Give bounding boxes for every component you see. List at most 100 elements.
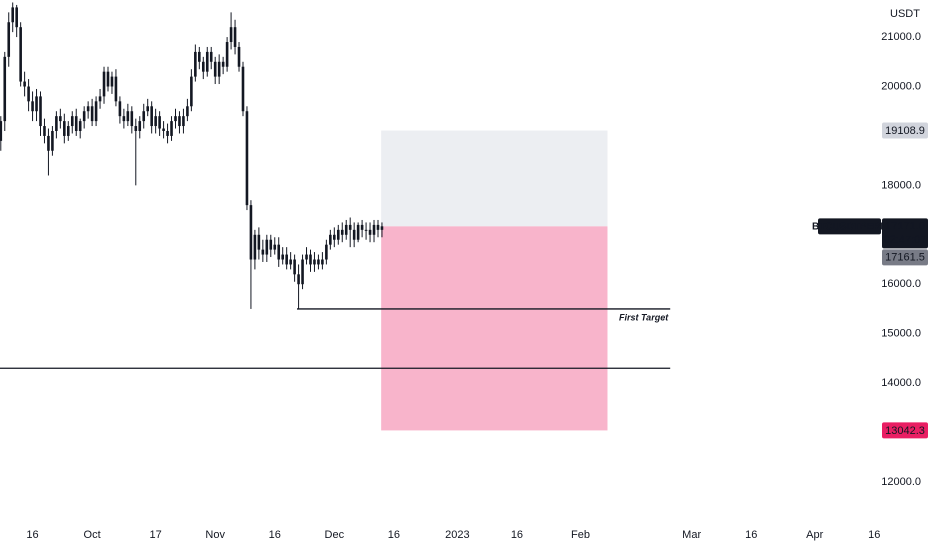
x-tick-label: 16: [868, 529, 880, 541]
candle-body: [257, 234, 261, 250]
candle-body: [114, 76, 118, 102]
candle-body: [90, 106, 94, 122]
candle-body: [265, 239, 269, 255]
candle-body: [273, 244, 277, 250]
candle-body: [380, 226, 384, 230]
candle-body: [194, 51, 197, 77]
candle-body: [174, 116, 177, 122]
candle-body: [209, 51, 213, 62]
unit-label: USDT: [890, 8, 920, 20]
candle-body: [122, 116, 126, 122]
candle-body: [245, 111, 249, 206]
candle-body: [201, 61, 205, 72]
candle-body: [186, 106, 189, 117]
candle-body: [340, 229, 344, 235]
x-tick-label: Apr: [806, 529, 823, 541]
candle-body: [63, 121, 66, 136]
x-tick-label: Feb: [571, 529, 590, 541]
y-tick-label: 21000.0: [881, 31, 921, 43]
candle-body: [94, 101, 98, 122]
candle-body: [146, 106, 150, 112]
candle-body: [217, 61, 221, 77]
price-badge-label: 13042.3: [885, 425, 925, 437]
candle-body: [138, 121, 142, 131]
candle-body: [229, 27, 233, 43]
y-tick-label: 14000.0: [881, 377, 921, 389]
candle-body: [372, 224, 376, 235]
candle-body: [178, 116, 181, 127]
candle-body: [74, 116, 78, 131]
candle-body: [213, 61, 217, 77]
candle-body: [39, 96, 42, 127]
candle-body: [348, 224, 352, 230]
price-badge-label: 17161.5: [885, 252, 925, 264]
candle-body: [158, 116, 161, 129]
x-tick-label: Oct: [84, 529, 101, 541]
y-tick-label: 15000.0: [881, 328, 921, 340]
candle-body: [352, 229, 356, 240]
candle-body: [233, 27, 237, 47]
x-tick-label: 2023: [445, 529, 469, 541]
candle-body: [329, 234, 332, 245]
candle-body: [59, 116, 62, 122]
price-badge-label: 19108.9: [885, 125, 925, 137]
x-tick-label: 16: [388, 529, 400, 541]
candle-body: [0, 121, 3, 141]
candle-body: [221, 61, 225, 67]
candle-body: [297, 274, 300, 285]
candle-body: [321, 259, 324, 265]
candle-body: [130, 111, 134, 127]
candle-body: [118, 101, 122, 117]
candle-body: [364, 229, 368, 231]
candle-body: [205, 51, 209, 72]
candle-body: [110, 76, 114, 87]
candle-body: [98, 96, 102, 102]
symbol-badge: [818, 218, 881, 235]
candle-body: [43, 126, 46, 136]
candle-body: [162, 128, 165, 131]
candle-body: [7, 22, 11, 57]
y-tick-label: 12000.0: [881, 476, 921, 488]
candle-body: [134, 126, 138, 131]
candle-body: [336, 229, 340, 240]
candle-body: [261, 249, 265, 255]
price-badge: [882, 249, 928, 266]
candle-body: [198, 51, 201, 62]
candle-body: [154, 116, 157, 127]
price-badge: [882, 422, 928, 439]
y-tick-label: 18000.0: [881, 179, 921, 191]
candle-body: [225, 42, 229, 67]
candle-body: [277, 244, 281, 260]
candle-body: [344, 224, 348, 235]
candle-body: [289, 259, 292, 265]
candle-body: [356, 224, 360, 240]
candle-body: [313, 259, 316, 265]
x-tick-label: Nov: [205, 529, 225, 541]
candle-body: [309, 254, 312, 265]
candle-body: [253, 234, 257, 260]
profit-zone: [381, 130, 608, 227]
candle-body: [237, 46, 241, 67]
candle-body: [190, 76, 193, 107]
line-label: First Target: [619, 312, 669, 322]
candle-body: [325, 244, 328, 260]
candle-body: [182, 116, 185, 127]
candle-body: [317, 259, 320, 265]
y-tick-label: 20000.0: [881, 80, 921, 92]
candle-body: [66, 126, 70, 136]
x-tick-label: 16: [269, 529, 281, 541]
candle-body: [19, 27, 22, 82]
candle-body: [3, 56, 7, 122]
candle-body: [47, 135, 50, 151]
candle-body: [126, 111, 130, 122]
candle-body: [170, 121, 173, 136]
x-tick-label: Mar: [682, 529, 701, 541]
countdown-label: 02:47:07: [884, 234, 927, 246]
x-tick-label: 16: [26, 529, 38, 541]
candle-body: [27, 86, 30, 102]
x-tick-label: 16: [745, 529, 757, 541]
price-badge: [882, 122, 928, 139]
candle-body: [142, 111, 146, 122]
price-badge: [882, 218, 928, 249]
